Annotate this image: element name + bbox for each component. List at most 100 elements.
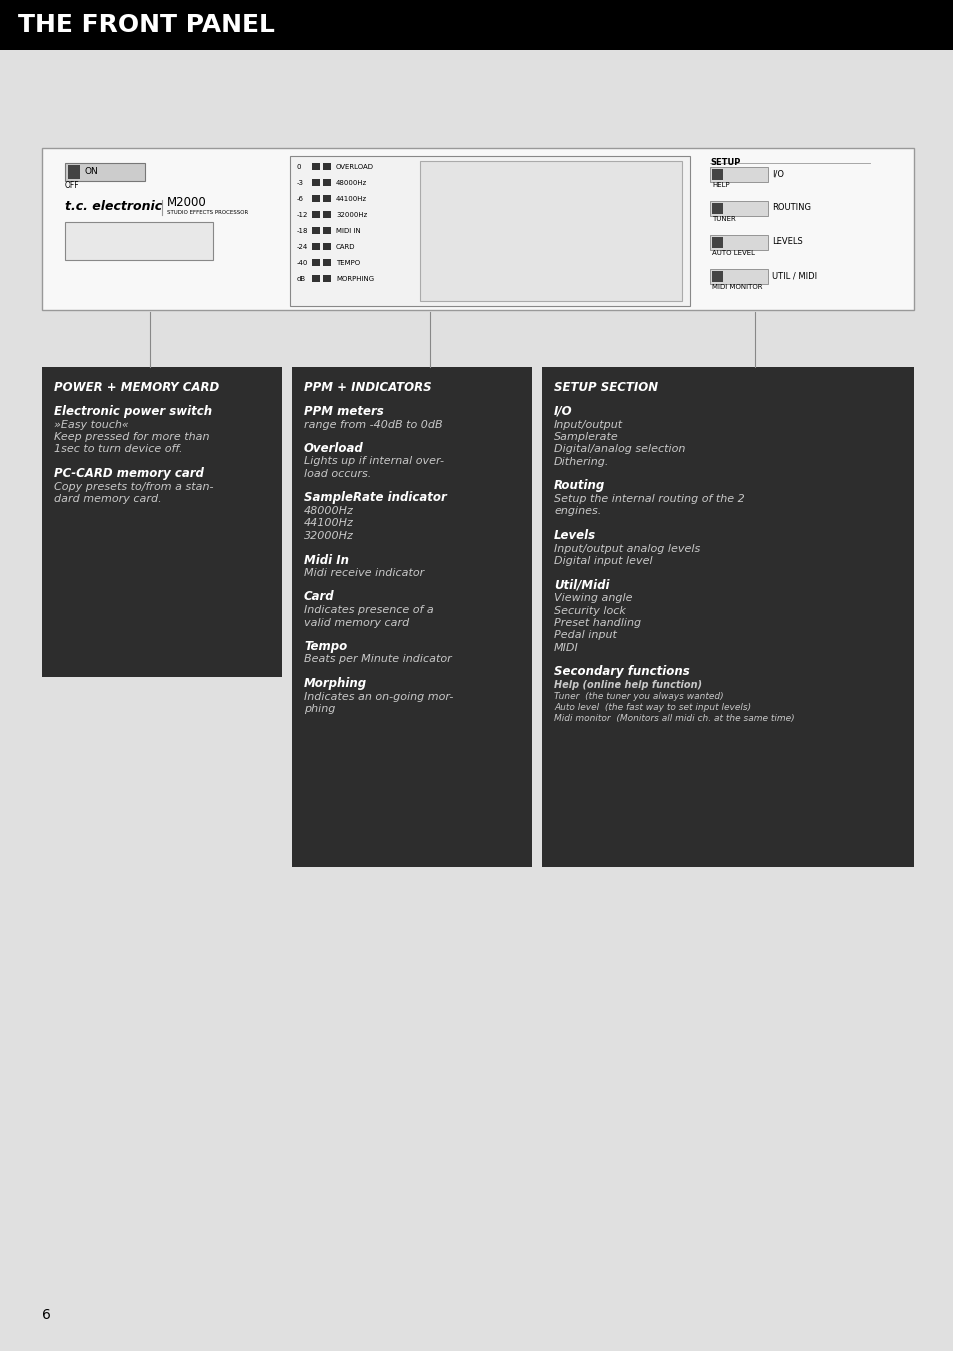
Text: Indicates an on-going mor-: Indicates an on-going mor- — [304, 692, 453, 701]
Bar — [541, 367, 913, 867]
Text: ON: ON — [85, 168, 99, 177]
Text: Overload: Overload — [304, 442, 363, 455]
Text: PPM meters: PPM meters — [304, 405, 383, 417]
Bar — [312, 259, 319, 266]
Bar — [323, 211, 331, 218]
Text: I/O: I/O — [771, 169, 783, 178]
Text: Input/output analog levels: Input/output analog levels — [554, 543, 700, 554]
Text: Tempo: Tempo — [304, 640, 347, 653]
Text: OFF: OFF — [65, 181, 79, 189]
Text: Electronic power switch: Electronic power switch — [54, 405, 212, 417]
Text: M2000: M2000 — [167, 196, 207, 209]
Text: TEMPO: TEMPO — [335, 259, 359, 266]
Text: 48000Hz: 48000Hz — [304, 507, 354, 516]
Text: -24: -24 — [296, 245, 308, 250]
Text: -3: -3 — [296, 180, 304, 186]
Text: MORPHING: MORPHING — [335, 276, 374, 282]
Text: -18: -18 — [296, 228, 308, 234]
Bar — [292, 367, 532, 867]
Bar — [312, 276, 319, 282]
Text: 1sec to turn device off.: 1sec to turn device off. — [54, 444, 182, 454]
Text: 44100Hz: 44100Hz — [304, 519, 354, 528]
Text: Card: Card — [304, 590, 335, 604]
Text: Midi In: Midi In — [304, 554, 349, 566]
Bar — [312, 163, 319, 170]
Text: -12: -12 — [296, 212, 308, 218]
Text: Indicates presence of a: Indicates presence of a — [304, 605, 434, 615]
Bar — [709, 201, 767, 216]
Text: dB: dB — [296, 276, 306, 282]
Text: Beats per Minute indicator: Beats per Minute indicator — [304, 654, 452, 665]
Text: THE FRONT PANEL: THE FRONT PANEL — [18, 14, 274, 36]
Text: CARD: CARD — [335, 245, 355, 250]
Text: valid memory card: valid memory card — [304, 617, 409, 627]
Text: phing: phing — [304, 704, 335, 713]
Text: Levels: Levels — [554, 530, 596, 542]
Bar — [711, 169, 722, 180]
Text: 6: 6 — [42, 1308, 51, 1323]
Text: -40: -40 — [296, 259, 308, 266]
Bar — [709, 235, 767, 250]
Bar — [312, 178, 319, 186]
Bar — [709, 168, 767, 182]
Bar — [312, 211, 319, 218]
Text: MIDI MONITOR: MIDI MONITOR — [711, 284, 761, 290]
Text: Midi receive indicator: Midi receive indicator — [304, 567, 424, 578]
Text: -6: -6 — [296, 196, 304, 203]
Text: Keep pressed for more than: Keep pressed for more than — [54, 432, 210, 442]
Text: range from -40dB to 0dB: range from -40dB to 0dB — [304, 420, 442, 430]
Bar — [711, 272, 722, 282]
Text: PPM + INDICATORS: PPM + INDICATORS — [304, 381, 431, 394]
Text: PC-CARD memory card: PC-CARD memory card — [54, 467, 204, 480]
Text: Copy presets to/from a stan-: Copy presets to/from a stan- — [54, 481, 213, 492]
Text: AUTO LEVEL: AUTO LEVEL — [711, 250, 754, 255]
Text: MIDI IN: MIDI IN — [335, 228, 360, 234]
Bar — [312, 227, 319, 234]
Text: Viewing angle: Viewing angle — [554, 593, 632, 603]
Text: Setup the internal routing of the 2: Setup the internal routing of the 2 — [554, 494, 744, 504]
Bar — [42, 149, 913, 309]
Bar — [42, 367, 282, 677]
Bar — [323, 276, 331, 282]
Text: Samplerate: Samplerate — [554, 432, 618, 442]
Bar — [312, 195, 319, 203]
Text: t.c. electronic: t.c. electronic — [65, 200, 162, 213]
Text: HELP: HELP — [711, 182, 729, 188]
Text: Dithering.: Dithering. — [554, 457, 609, 467]
Text: Routing: Routing — [554, 480, 604, 493]
Text: 32000Hz: 32000Hz — [335, 212, 367, 218]
Text: POWER + MEMORY CARD: POWER + MEMORY CARD — [54, 381, 219, 394]
Bar — [709, 269, 767, 284]
Text: I/O: I/O — [554, 405, 572, 417]
Bar — [323, 259, 331, 266]
Text: dard memory card.: dard memory card. — [54, 494, 161, 504]
Bar — [323, 195, 331, 203]
Text: Digital input level: Digital input level — [554, 557, 652, 566]
Bar — [419, 161, 681, 301]
Bar — [290, 155, 689, 305]
Text: LEVELS: LEVELS — [771, 238, 801, 246]
Text: Util/Midi: Util/Midi — [554, 578, 609, 592]
Text: Secondary functions: Secondary functions — [554, 666, 689, 678]
Bar — [323, 243, 331, 250]
Text: Tuner  (the tuner you always wanted): Tuner (the tuner you always wanted) — [554, 692, 723, 701]
Bar — [323, 227, 331, 234]
Bar — [68, 165, 80, 178]
Text: SETUP SECTION: SETUP SECTION — [554, 381, 658, 394]
Bar — [312, 243, 319, 250]
Text: Auto level  (the fast way to set input levels): Auto level (the fast way to set input le… — [554, 703, 750, 712]
Bar — [323, 178, 331, 186]
Text: Lights up if internal over-: Lights up if internal over- — [304, 457, 443, 466]
Text: Morphing: Morphing — [304, 677, 367, 690]
Text: Midi monitor  (Monitors all midi ch. at the same time): Midi monitor (Monitors all midi ch. at t… — [554, 713, 794, 723]
Text: Digital/analog selection: Digital/analog selection — [554, 444, 684, 454]
Bar — [711, 236, 722, 249]
Text: Preset handling: Preset handling — [554, 617, 640, 628]
Text: TUNER: TUNER — [711, 216, 735, 222]
Bar — [711, 203, 722, 213]
Bar — [65, 222, 213, 259]
Text: SampleRate indicator: SampleRate indicator — [304, 492, 446, 504]
Text: 0: 0 — [296, 163, 301, 170]
Text: ROUTING: ROUTING — [771, 204, 810, 212]
Text: Input/output: Input/output — [554, 420, 622, 430]
